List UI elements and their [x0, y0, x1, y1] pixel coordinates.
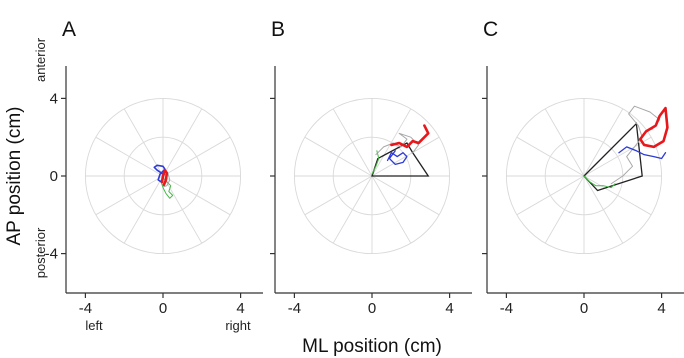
grid-spoke — [583, 136, 652, 177]
x-tick-label: 0 — [580, 300, 588, 317]
x-tick-label: 0 — [159, 300, 167, 317]
grid-spoke — [544, 108, 585, 177]
y-axis-title: AP position (cm) — [4, 106, 25, 245]
anterior-label: anterior — [33, 37, 48, 82]
grid-spoke — [95, 175, 164, 216]
y-tick-label: -4 — [45, 246, 58, 263]
trajectory-trace — [386, 150, 408, 166]
x-tick-label: -4 — [500, 300, 513, 317]
panel-label: A — [62, 18, 76, 41]
polar-grid — [505, 97, 663, 255]
trajectory-trace — [618, 146, 667, 160]
x-tick-label: 4 — [657, 300, 665, 317]
panel-b: -4 0 4 B — [270, 18, 472, 317]
trajectory-trace — [153, 164, 166, 183]
trajectory-trace — [638, 106, 669, 149]
x-tick-label: -4 — [79, 300, 92, 317]
grid-spoke — [332, 108, 373, 177]
trajectory-trace — [390, 124, 430, 149]
grid-spoke — [162, 136, 231, 177]
grid-spoke — [162, 175, 203, 244]
trajectory-trace — [610, 105, 661, 185]
grid-spoke — [304, 175, 373, 216]
y-tick-label: 0 — [50, 168, 58, 185]
x-axis-title: ML position (cm) — [302, 336, 442, 357]
trajectory-trace — [583, 175, 616, 189]
x-tick-label: -4 — [288, 300, 301, 317]
convex-hull — [371, 142, 430, 177]
left-label: left — [85, 318, 103, 333]
y-tick-label: 4 — [50, 90, 58, 107]
panel-a: -4 0 4 4 0 -4 A — [45, 18, 263, 317]
posterior-label: posterior — [33, 227, 48, 278]
grid-spoke — [583, 175, 624, 244]
grid-spoke — [371, 136, 440, 177]
grid-spoke — [371, 175, 412, 244]
right-label: right — [225, 318, 251, 333]
grid-spoke — [162, 108, 203, 177]
trajectory-trace — [371, 150, 380, 175]
grid-spoke — [516, 136, 585, 177]
grid-spoke — [583, 175, 652, 216]
grid-spoke — [332, 175, 373, 244]
x-tick-label: 4 — [445, 300, 453, 317]
x-tick-label: 4 — [236, 300, 244, 317]
panel-label: B — [271, 18, 285, 41]
convex-hull — [583, 122, 643, 192]
grid-spoke — [123, 108, 164, 177]
panel-label: C — [483, 18, 498, 41]
grid-spoke — [583, 108, 624, 177]
grid-spoke — [162, 175, 231, 216]
trajectory-trace — [160, 168, 169, 187]
grid-spoke — [304, 136, 373, 177]
panel-c: -4 0 4 C — [482, 18, 684, 317]
x-tick-label: 0 — [368, 300, 376, 317]
grid-spoke — [371, 175, 440, 216]
grid-spoke — [95, 136, 164, 177]
grid-spoke — [371, 108, 412, 177]
grid-spoke — [544, 175, 585, 244]
grid-spoke — [516, 175, 585, 216]
grid-spoke — [123, 175, 164, 244]
polar-grid — [84, 97, 242, 255]
